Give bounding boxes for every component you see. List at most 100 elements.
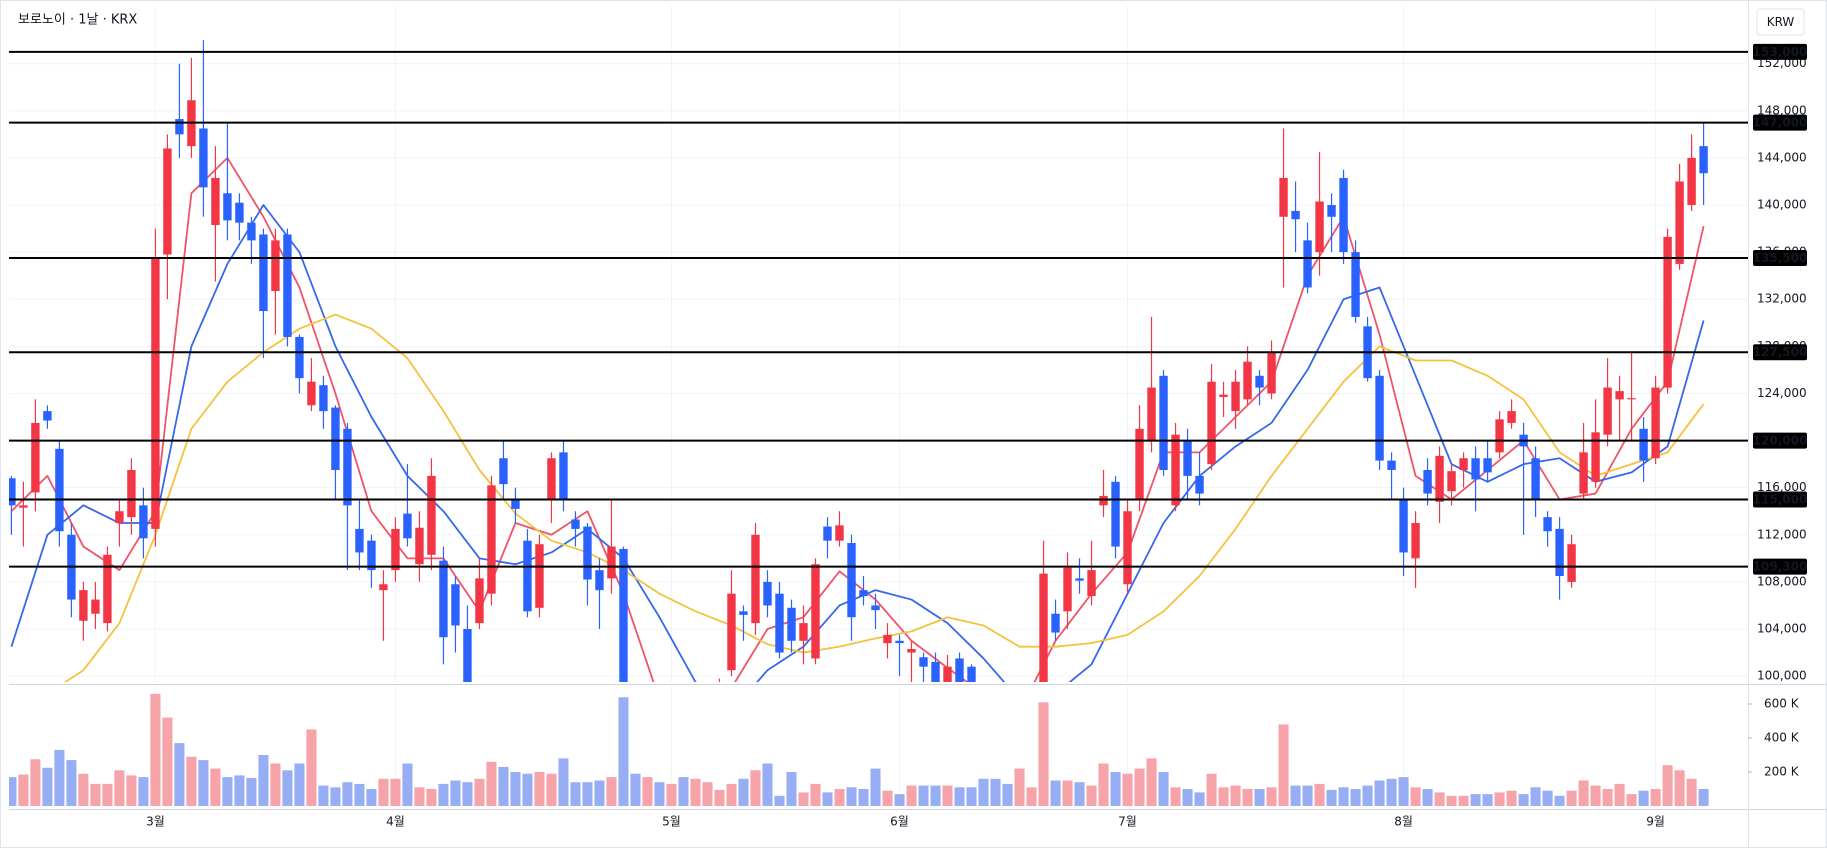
candle-body	[619, 548, 628, 682]
volume-bar	[1218, 787, 1229, 806]
candle-body	[1675, 181, 1684, 264]
candle-body	[295, 336, 304, 379]
volume-bar	[1422, 789, 1433, 806]
candle-body	[1579, 452, 1588, 494]
volume-bar	[1686, 778, 1697, 806]
candle-body	[1147, 387, 1156, 441]
volume-bar	[30, 759, 41, 806]
volume-bar	[1554, 795, 1565, 806]
volume-bar	[846, 787, 857, 806]
volume-bar	[282, 770, 293, 806]
volume-bar	[1446, 795, 1457, 806]
level-label-box	[1753, 558, 1807, 575]
candle-body	[1651, 387, 1660, 459]
candle-body	[307, 381, 316, 406]
candle-body	[139, 505, 148, 539]
y-tick-label: 148,000	[1757, 103, 1807, 117]
candle-body	[535, 544, 544, 608]
y-tick-label: 108,000	[1757, 574, 1807, 588]
volume-bar	[1134, 768, 1145, 806]
level-label-box	[1753, 344, 1807, 361]
volume-bar	[474, 778, 485, 806]
y-tick-label: 112,000	[1757, 527, 1807, 541]
volume-bar	[54, 749, 65, 806]
candle-body	[523, 540, 532, 612]
volume-bar	[666, 783, 677, 806]
volume-bar	[1122, 773, 1133, 806]
volume-bar	[1362, 785, 1373, 806]
candle-body	[787, 607, 796, 641]
level-label: 153,000	[1753, 45, 1808, 59]
candle-body	[907, 649, 916, 653]
candle-body	[1303, 240, 1312, 288]
volume-bar	[462, 782, 473, 806]
volume-bar	[426, 789, 437, 806]
volume-bar	[762, 763, 773, 806]
volume-bar	[1074, 782, 1085, 806]
volume-bar	[1170, 787, 1181, 806]
volume-bar	[942, 785, 953, 806]
volume-bar	[774, 795, 785, 806]
volume-bar	[306, 729, 317, 806]
candle-body	[1279, 177, 1288, 217]
volume-bar	[858, 789, 869, 806]
candle-body	[871, 605, 880, 611]
volume-bar	[750, 770, 761, 806]
candle-body	[1591, 432, 1600, 482]
moving-average-line	[10, 157, 1705, 682]
x-tick-label: 6월	[890, 815, 909, 829]
price-pane	[9, 40, 1708, 682]
candle-body	[19, 505, 28, 508]
candle-body	[235, 202, 244, 223]
candle-body	[1339, 177, 1348, 253]
candle-body	[847, 543, 856, 618]
candle-body	[1327, 205, 1336, 217]
currency[interactable]: KRW	[1767, 15, 1795, 29]
candle-body	[55, 448, 64, 532]
candle-body	[31, 422, 40, 493]
volume-bar	[534, 772, 545, 806]
x-tick-label: 5월	[662, 815, 681, 829]
volume-bar	[1614, 783, 1625, 806]
volume-bar	[330, 787, 341, 806]
candle-body	[919, 657, 928, 667]
volume-bar	[174, 743, 185, 806]
volume-bar	[1662, 765, 1673, 806]
volume-bar	[1626, 794, 1637, 806]
currency-box[interactable]	[1756, 8, 1805, 36]
volume-bar	[78, 773, 89, 806]
volume-bar	[738, 778, 749, 806]
candle-body	[367, 540, 376, 571]
candle-body	[763, 581, 772, 606]
candle-body	[259, 234, 268, 312]
candle-body	[1435, 455, 1444, 502]
volume-bar	[1266, 787, 1277, 806]
x-tick-label: 7월	[1118, 815, 1137, 829]
y-tick-label: 104,000	[1757, 622, 1807, 636]
volume-bar	[1470, 794, 1481, 806]
candle-body	[739, 611, 748, 615]
candle-body	[439, 560, 448, 638]
volume-bar	[1254, 789, 1265, 806]
volume-bar	[1038, 702, 1049, 806]
volume-bar	[1590, 785, 1601, 806]
chart-title: 보로노이 · 1날 · KRX	[18, 13, 137, 28]
volume-bar	[1050, 780, 1061, 806]
candle-body	[727, 593, 736, 671]
candle-body	[1171, 434, 1180, 506]
candle-body	[1315, 201, 1324, 253]
volume-bar	[1026, 787, 1037, 806]
volume-bar	[150, 693, 161, 806]
volume-bar	[1458, 795, 1469, 806]
volume-bar	[1650, 789, 1661, 806]
x-tick-label: 9월	[1646, 815, 1665, 829]
candle-body	[883, 634, 892, 644]
candle-body	[1351, 252, 1360, 317]
candle-body	[163, 148, 172, 255]
volume-bar	[9, 777, 17, 806]
volume-bar	[786, 772, 797, 806]
volume-bar	[402, 763, 413, 806]
volume-bar	[954, 787, 965, 806]
volume-bar	[186, 756, 197, 806]
volume-bar	[582, 782, 593, 806]
